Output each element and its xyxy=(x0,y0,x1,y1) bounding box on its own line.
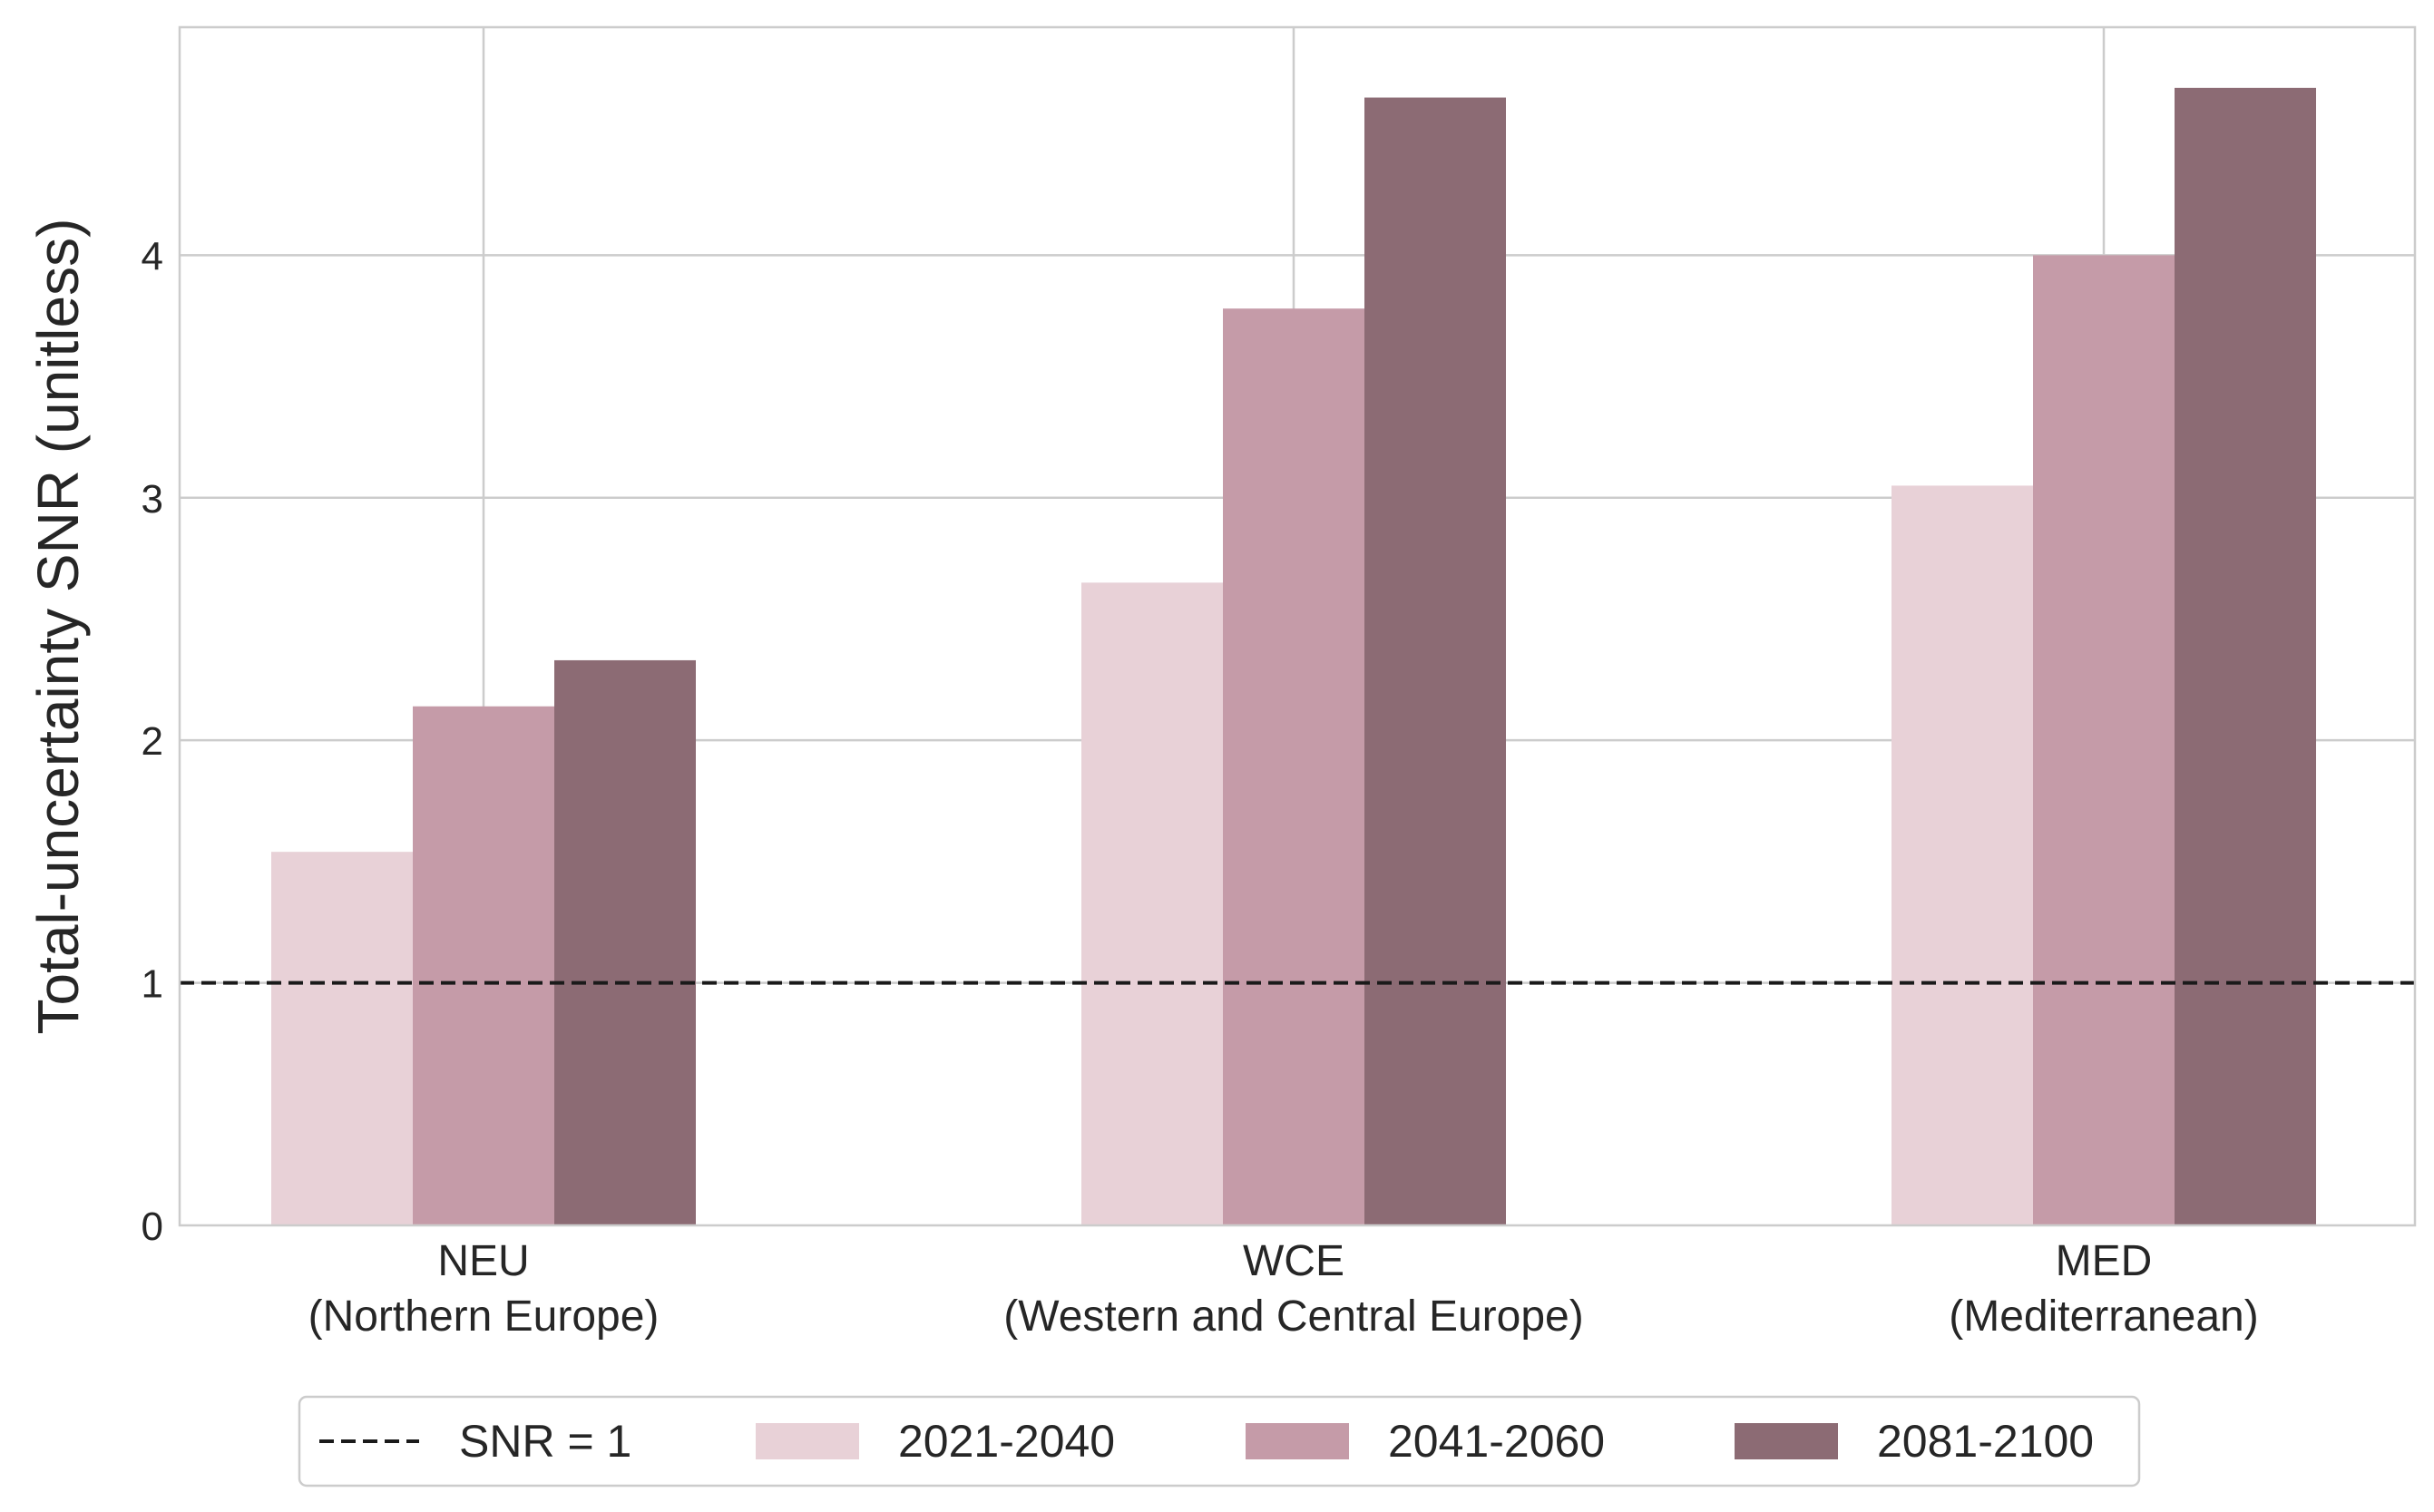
legend-label: 2041-2060 xyxy=(1388,1416,1605,1467)
x-tick-sublabel: (Western and Central Europe) xyxy=(1003,1293,1583,1341)
y-tick-label: 4 xyxy=(142,234,163,278)
bar xyxy=(1081,582,1223,1225)
bar xyxy=(1364,97,1506,1225)
bar xyxy=(2175,87,2316,1226)
y-axis-label: Total-uncertainty SNR (unitless) xyxy=(25,219,91,1035)
bar xyxy=(413,706,554,1225)
y-tick-label: 2 xyxy=(142,719,163,764)
y-tick-labels: 0 1 2 3 4 xyxy=(142,234,163,1249)
bar xyxy=(1891,485,2033,1225)
legend-swatch xyxy=(1735,1423,1838,1459)
legend-swatch xyxy=(1246,1423,1349,1459)
legend-label: 2021-2040 xyxy=(898,1416,1115,1467)
x-tick-label: NEU xyxy=(437,1237,529,1285)
y-tick-label: 1 xyxy=(142,962,163,1007)
y-tick-label: 3 xyxy=(142,477,163,522)
bar xyxy=(2033,255,2175,1225)
y-tick-label: 0 xyxy=(142,1205,163,1249)
x-tick-labels: NEU (Northern Europe) WCE (Western and Cent… xyxy=(308,1237,2259,1341)
bar xyxy=(554,659,696,1225)
x-tick-sublabel: (Mediterranean) xyxy=(1949,1293,2258,1341)
bar xyxy=(1223,308,1364,1225)
legend-box xyxy=(298,1395,2141,1488)
plot-frame xyxy=(178,25,2417,1227)
x-tick-label: MED xyxy=(2056,1237,2153,1285)
legend-label: SNR = 1 xyxy=(459,1416,631,1467)
x-tick-label: WCE xyxy=(1243,1237,1344,1285)
bar xyxy=(271,852,413,1225)
x-tick-sublabel: (Northern Europe) xyxy=(308,1293,660,1341)
legend-swatch xyxy=(756,1423,859,1459)
bars xyxy=(271,87,2316,1226)
legend: SNR = 1 2021-2040 2041-2060 2081-2100 xyxy=(298,1395,2141,1488)
legend-label: 2081-2100 xyxy=(1877,1416,2094,1467)
